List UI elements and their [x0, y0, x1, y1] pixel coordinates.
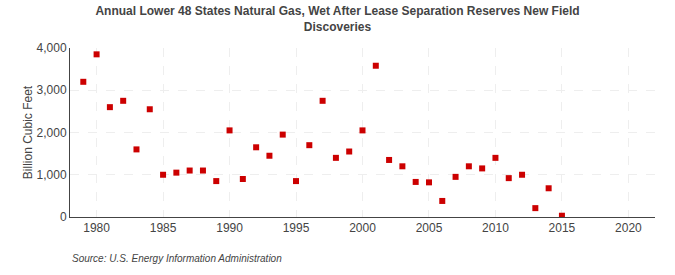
svg-text:2000: 2000: [349, 221, 376, 235]
svg-text:1985: 1985: [150, 221, 177, 235]
svg-text:2010: 2010: [482, 221, 509, 235]
svg-text:1990: 1990: [216, 221, 243, 235]
svg-text:2015: 2015: [549, 221, 576, 235]
svg-text:1,000: 1,000: [37, 168, 67, 182]
svg-text:1980: 1980: [83, 221, 110, 235]
svg-text:Billion Cubic Feet: Billion Cubic Feet: [21, 85, 35, 179]
svg-text:3,000: 3,000: [37, 83, 67, 97]
svg-text:2,000: 2,000: [37, 126, 67, 140]
svg-text:1995: 1995: [283, 221, 310, 235]
svg-text:4,000: 4,000: [37, 41, 67, 55]
svg-text:0: 0: [60, 210, 67, 224]
svg-text:2005: 2005: [416, 221, 443, 235]
svg-text:Source: U.S. Energy Informatio: Source: U.S. Energy Information Administ…: [72, 253, 282, 264]
svg-text:Annual Lower 48 States Natural: Annual Lower 48 States Natural Gas, Wet …: [95, 4, 579, 34]
svg-text:2020: 2020: [615, 221, 642, 235]
